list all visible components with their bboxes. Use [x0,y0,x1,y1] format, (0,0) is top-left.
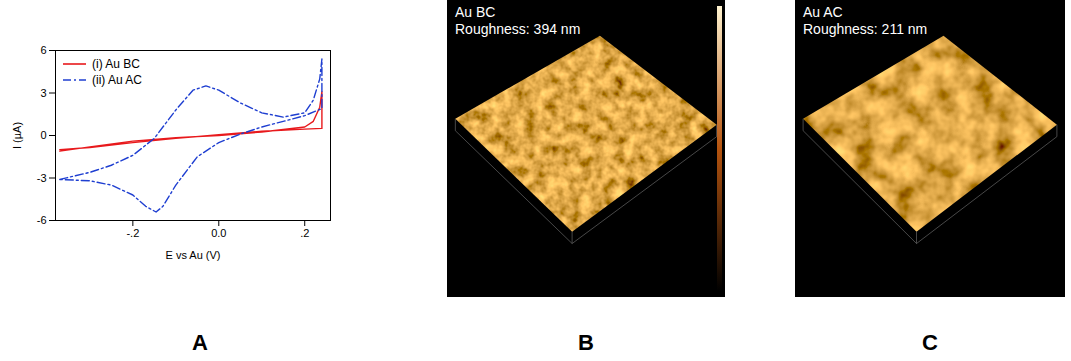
svg-text:0: 0 [40,129,46,141]
html-text:(i) Au BC: (i) Au BC [92,57,140,71]
svg-text:-3: -3 [37,172,47,184]
svg-text:0.0: 0.0 [211,227,226,239]
svg-text:3: 3 [40,87,46,99]
html-text:C: C [922,330,938,355]
svg-text:-6: -6 [37,214,47,226]
html-text:Au BC: Au BC [455,4,496,20]
html-text:Roughness: 394 nm: Roughness: 394 nm [455,21,581,37]
html-text:B: B [578,330,594,355]
html-text:(ii) Au AC: (ii) Au AC [92,73,142,87]
html-text:A: A [192,330,208,355]
svg-text:6: 6 [40,44,46,56]
svg-text:-.2: -.2 [126,227,139,239]
html-text:Au AC: Au AC [803,4,843,20]
svg-text:E vs Au (V): E vs Au (V) [165,249,220,261]
svg-text:.2: .2 [300,227,309,239]
svg-text:I (µA): I (µA) [11,122,23,149]
html-text:Roughness: 211 nm: Roughness: 211 nm [803,21,928,37]
